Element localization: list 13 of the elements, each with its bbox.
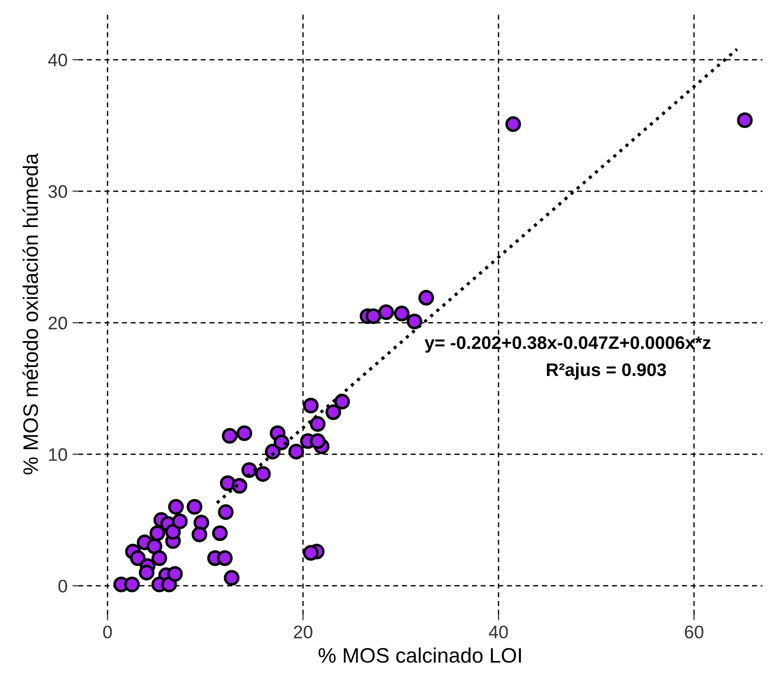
y-tick-label: 30 <box>48 185 68 198</box>
y-tick-label: 10 <box>49 448 68 461</box>
x-tick-label: 0 <box>103 626 112 638</box>
annotation: R²ajus = 0.903 <box>546 362 666 380</box>
x-axis-title: % MOS calcinado LOI <box>318 648 521 663</box>
y-axis-title: % MOS método oxidación húmeda <box>22 153 38 474</box>
x-tick-label: 40 <box>488 626 508 638</box>
x-tick-label: 60 <box>684 626 704 638</box>
annotation: y= -0.202+0.38x-0.047Z+0.0006x*z <box>424 336 710 353</box>
y-tick-label: 20 <box>48 316 68 330</box>
y-tick-label: 40 <box>48 54 68 66</box>
y-tick-label: 0 <box>58 580 68 592</box>
x-tick-label: 20 <box>294 626 312 638</box>
